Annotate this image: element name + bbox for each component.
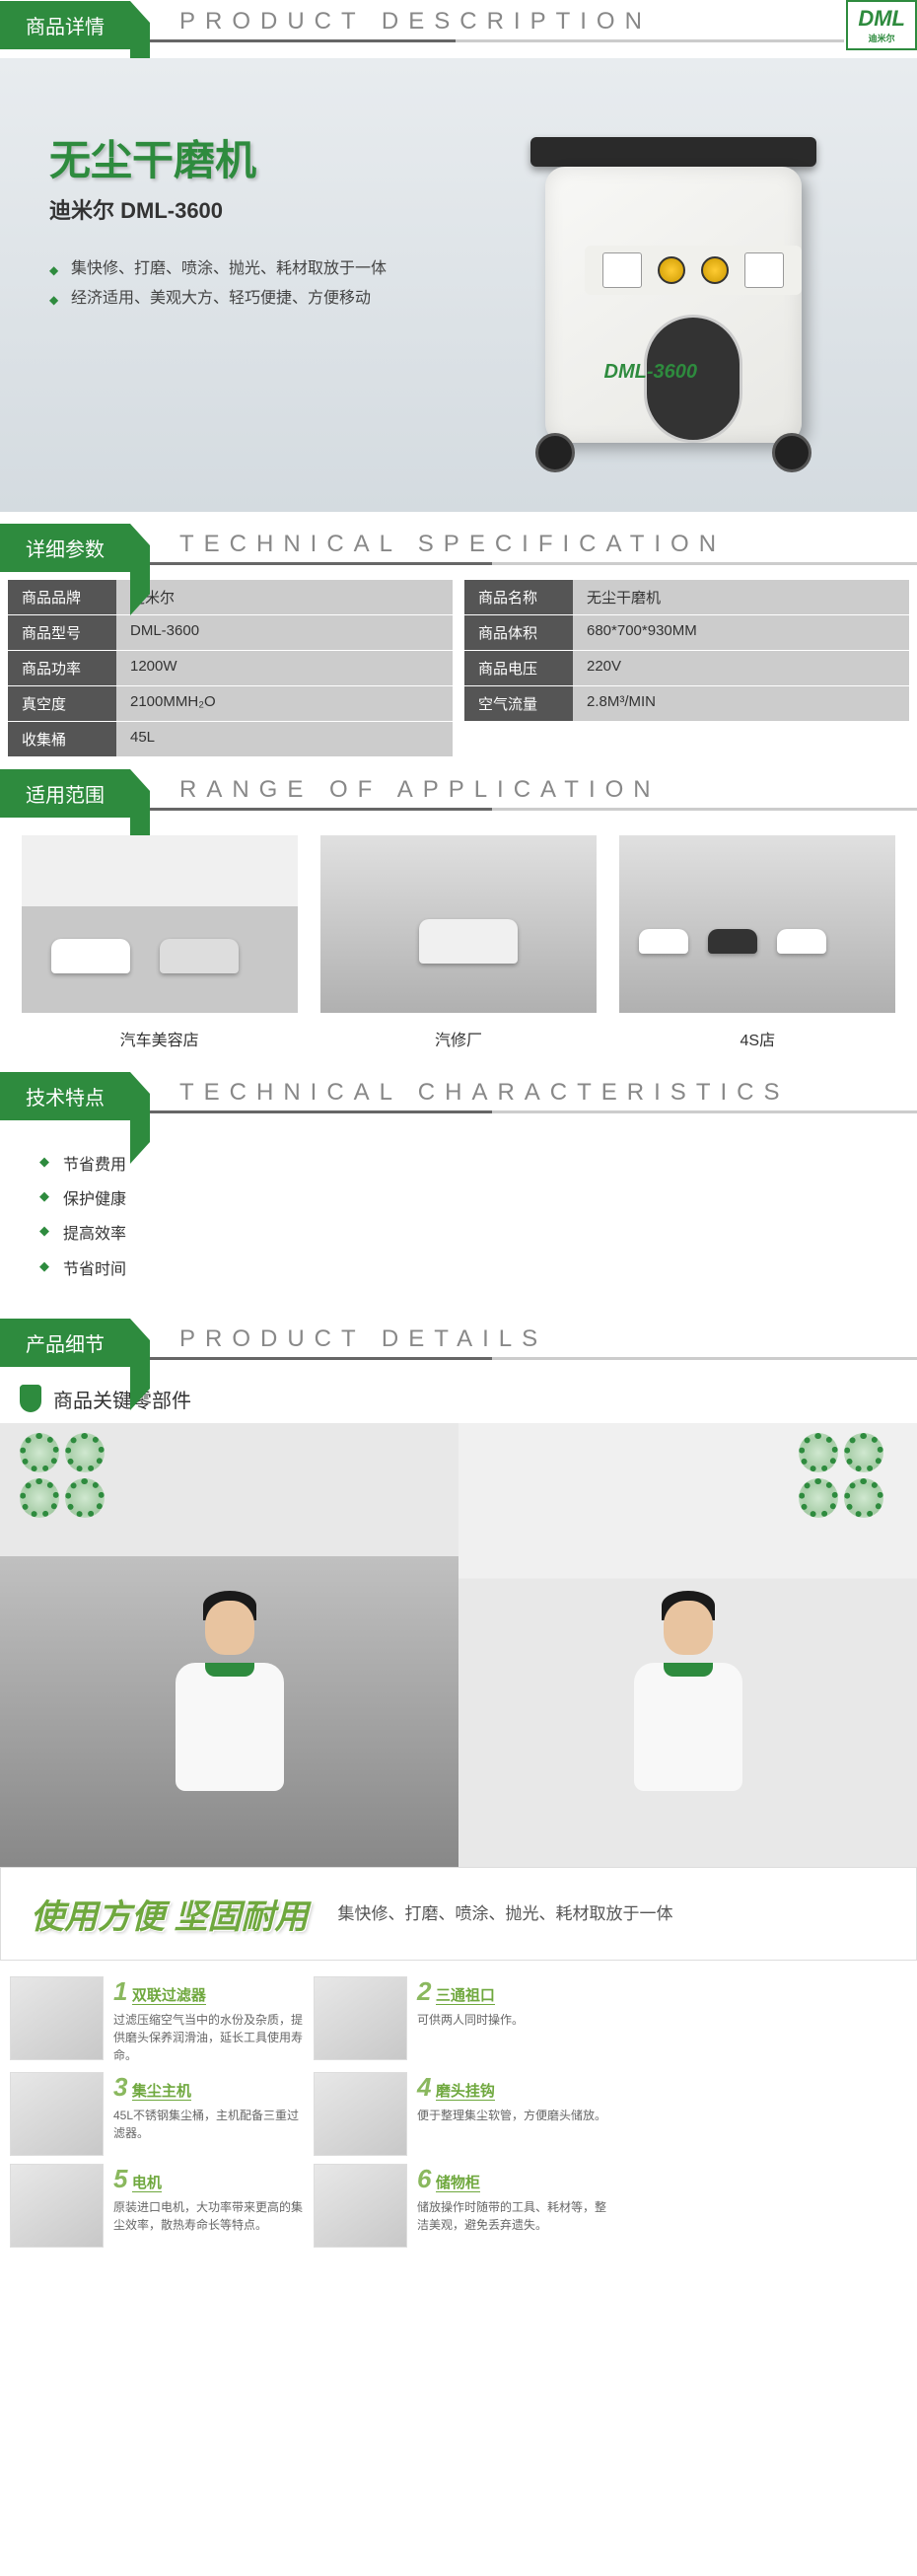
machine-model-label: DML-3600 bbox=[604, 361, 697, 384]
spec-row: 空气流量2.8M³/MIN bbox=[464, 686, 909, 722]
tab-spec-en: TECHNICAL SPECIFICATION bbox=[179, 531, 917, 558]
tech-point: 提高效率 bbox=[39, 1217, 878, 1252]
banner-desc: 集快修、打磨、喷涂、抛光、耗材取放于一体 bbox=[337, 1900, 672, 1927]
part-item: 5 电机 原装进口电机，大功率带来更高的集尘效率，散热寿命长等特点。 bbox=[10, 2164, 306, 2248]
section-description: 商品详情 PRODUCT DESCRIPTION DML 迪米尔 无尘干磨机 迪… bbox=[0, 0, 917, 512]
tab-range-zh: 适用范围 bbox=[0, 769, 130, 818]
spec-row: 商品型号DML-3600 bbox=[8, 615, 453, 651]
tab-detail-zh: 产品细节 bbox=[0, 1319, 130, 1367]
tab-detail-en: PRODUCT DETAILS bbox=[179, 1325, 917, 1353]
spec-row: 真空度2100MMH₂O bbox=[8, 686, 453, 722]
section-specification: 详细参数 TECHNICAL SPECIFICATION 商品品牌迪米尔 商品型… bbox=[0, 524, 917, 757]
tab-desc-zh: 商品详情 bbox=[0, 1, 130, 49]
part-item: 6 储物柜 储放操作时随带的工具、耗材等，整洁美观，避免丢弃遗失。 bbox=[314, 2164, 609, 2248]
part-item: 4 磨头挂钩 便于整理集尘软管，方便磨头储放。 bbox=[314, 2072, 609, 2156]
tech-point: 节省时间 bbox=[39, 1252, 878, 1287]
section-application: 适用范围 RANGE OF APPLICATION 汽车美容店 汽修厂 bbox=[0, 769, 917, 1060]
part-image-dust-host bbox=[10, 2072, 104, 2156]
application-grid: 汽车美容店 汽修厂 4S店 bbox=[0, 825, 917, 1060]
app-image-beauty-shop bbox=[22, 835, 298, 1013]
app-caption: 汽修厂 bbox=[318, 1027, 598, 1050]
part-item: 3 集尘主机 45L不锈钢集尘桶，主机配备三重过滤器。 bbox=[10, 2072, 306, 2156]
app-item: 汽车美容店 bbox=[20, 835, 299, 1050]
spec-row: 收集桶45L bbox=[8, 722, 453, 757]
hero-product-image: DML-3600 bbox=[478, 98, 868, 472]
header-range: 适用范围 RANGE OF APPLICATION bbox=[0, 769, 917, 818]
hero-bullet: 集快修、打磨、喷涂、抛光、耗材取放于一体 bbox=[49, 254, 439, 284]
wheel-icon bbox=[535, 433, 575, 472]
worker-figure bbox=[161, 1591, 299, 1788]
tab-tech-zh: 技术特点 bbox=[0, 1072, 130, 1120]
parts-grid: 1 双联过滤器 过滤压缩空气当中的水份及杂质，提供磨头保养润滑油，延长工具使用寿… bbox=[0, 1961, 917, 2263]
spec-row: 商品电压220V bbox=[464, 651, 909, 686]
app-image-4s-shop bbox=[619, 835, 895, 1013]
sanding-disc-icon bbox=[20, 1433, 59, 1472]
header-spec: 详细参数 TECHNICAL SPECIFICATION bbox=[0, 524, 917, 572]
product-title: 无尘干磨机 bbox=[49, 127, 439, 187]
banner-title: 使用方便 坚固耐用 bbox=[31, 1890, 308, 1938]
part-image-cabinet bbox=[314, 2164, 407, 2248]
app-item: 汽修厂 bbox=[318, 835, 598, 1050]
part-item: 1 双联过滤器 过滤压缩空气当中的水份及杂质，提供磨头保养润滑油，延长工具使用寿… bbox=[10, 1976, 306, 2064]
tech-point: 节省费用 bbox=[39, 1148, 878, 1182]
app-item: 4S店 bbox=[618, 835, 897, 1050]
spec-row: 商品品牌迪米尔 bbox=[8, 580, 453, 615]
tab-tech-en: TECHNICAL CHARACTERISTICS bbox=[179, 1079, 917, 1107]
spec-col-left: 商品品牌迪米尔 商品型号DML-3600 商品功率1200W 真空度2100MM… bbox=[8, 580, 453, 757]
part-image-tee bbox=[314, 1976, 407, 2060]
wheel-icon bbox=[772, 433, 811, 472]
worker-figure bbox=[619, 1591, 757, 1788]
section-details: 产品细节 PRODUCT DETAILS 商品关键零部件 bbox=[0, 1319, 917, 2263]
app-caption: 4S店 bbox=[618, 1027, 897, 1050]
tab-desc-en: PRODUCT DESCRIPTION bbox=[179, 8, 836, 36]
tech-list: 节省费用 保护健康 提高效率 节省时间 bbox=[0, 1128, 917, 1307]
product-subtitle: 迪米尔 DML-3600 bbox=[49, 193, 439, 225]
header-description: 商品详情 PRODUCT DESCRIPTION DML 迪米尔 bbox=[0, 0, 917, 50]
spec-row: 商品功率1200W bbox=[8, 651, 453, 686]
tech-point: 保护健康 bbox=[39, 1182, 878, 1217]
spec-row: 商品体积680*700*930MM bbox=[464, 615, 909, 651]
app-caption: 汽车美容店 bbox=[20, 1027, 299, 1050]
knob-icon bbox=[701, 256, 729, 284]
tab-spec-zh: 详细参数 bbox=[0, 524, 130, 572]
header-detail: 产品细节 PRODUCT DETAILS bbox=[0, 1319, 917, 1367]
part-image-hook bbox=[314, 2072, 407, 2156]
app-image-repair-shop bbox=[320, 835, 597, 1013]
brand-logo: DML 迪米尔 bbox=[846, 0, 917, 50]
knob-icon bbox=[658, 256, 685, 284]
tab-range-en: RANGE OF APPLICATION bbox=[179, 776, 917, 804]
part-item: 2 三通祖口 可供两人同时操作。 bbox=[314, 1976, 609, 2064]
section-tech: 技术特点 TECHNICAL CHARACTERISTICS 节省费用 保护健康… bbox=[0, 1072, 917, 1307]
header-tech: 技术特点 TECHNICAL CHARACTERISTICS bbox=[0, 1072, 917, 1120]
hero-bullet: 经济适用、美观大方、轻巧便捷、方便移动 bbox=[49, 284, 439, 314]
part-image-filter bbox=[10, 1976, 104, 2060]
detail-banner: 使用方便 坚固耐用 集快修、打磨、喷涂、抛光、耗材取放于一体 bbox=[0, 1867, 917, 1961]
divider-line bbox=[138, 39, 844, 42]
detail-usage-photo bbox=[0, 1423, 917, 1867]
hero-banner: 无尘干磨机 迪米尔 DML-3600 集快修、打磨、喷涂、抛光、耗材取放于一体 … bbox=[0, 58, 917, 512]
part-image-motor bbox=[10, 2164, 104, 2248]
hero-bullets: 集快修、打磨、喷涂、抛光、耗材取放于一体 经济适用、美观大方、轻巧便捷、方便移动 bbox=[49, 254, 439, 315]
spec-row: 商品名称无尘干磨机 bbox=[464, 580, 909, 615]
spec-col-right: 商品名称无尘干磨机 商品体积680*700*930MM 商品电压220V 空气流… bbox=[464, 580, 909, 757]
